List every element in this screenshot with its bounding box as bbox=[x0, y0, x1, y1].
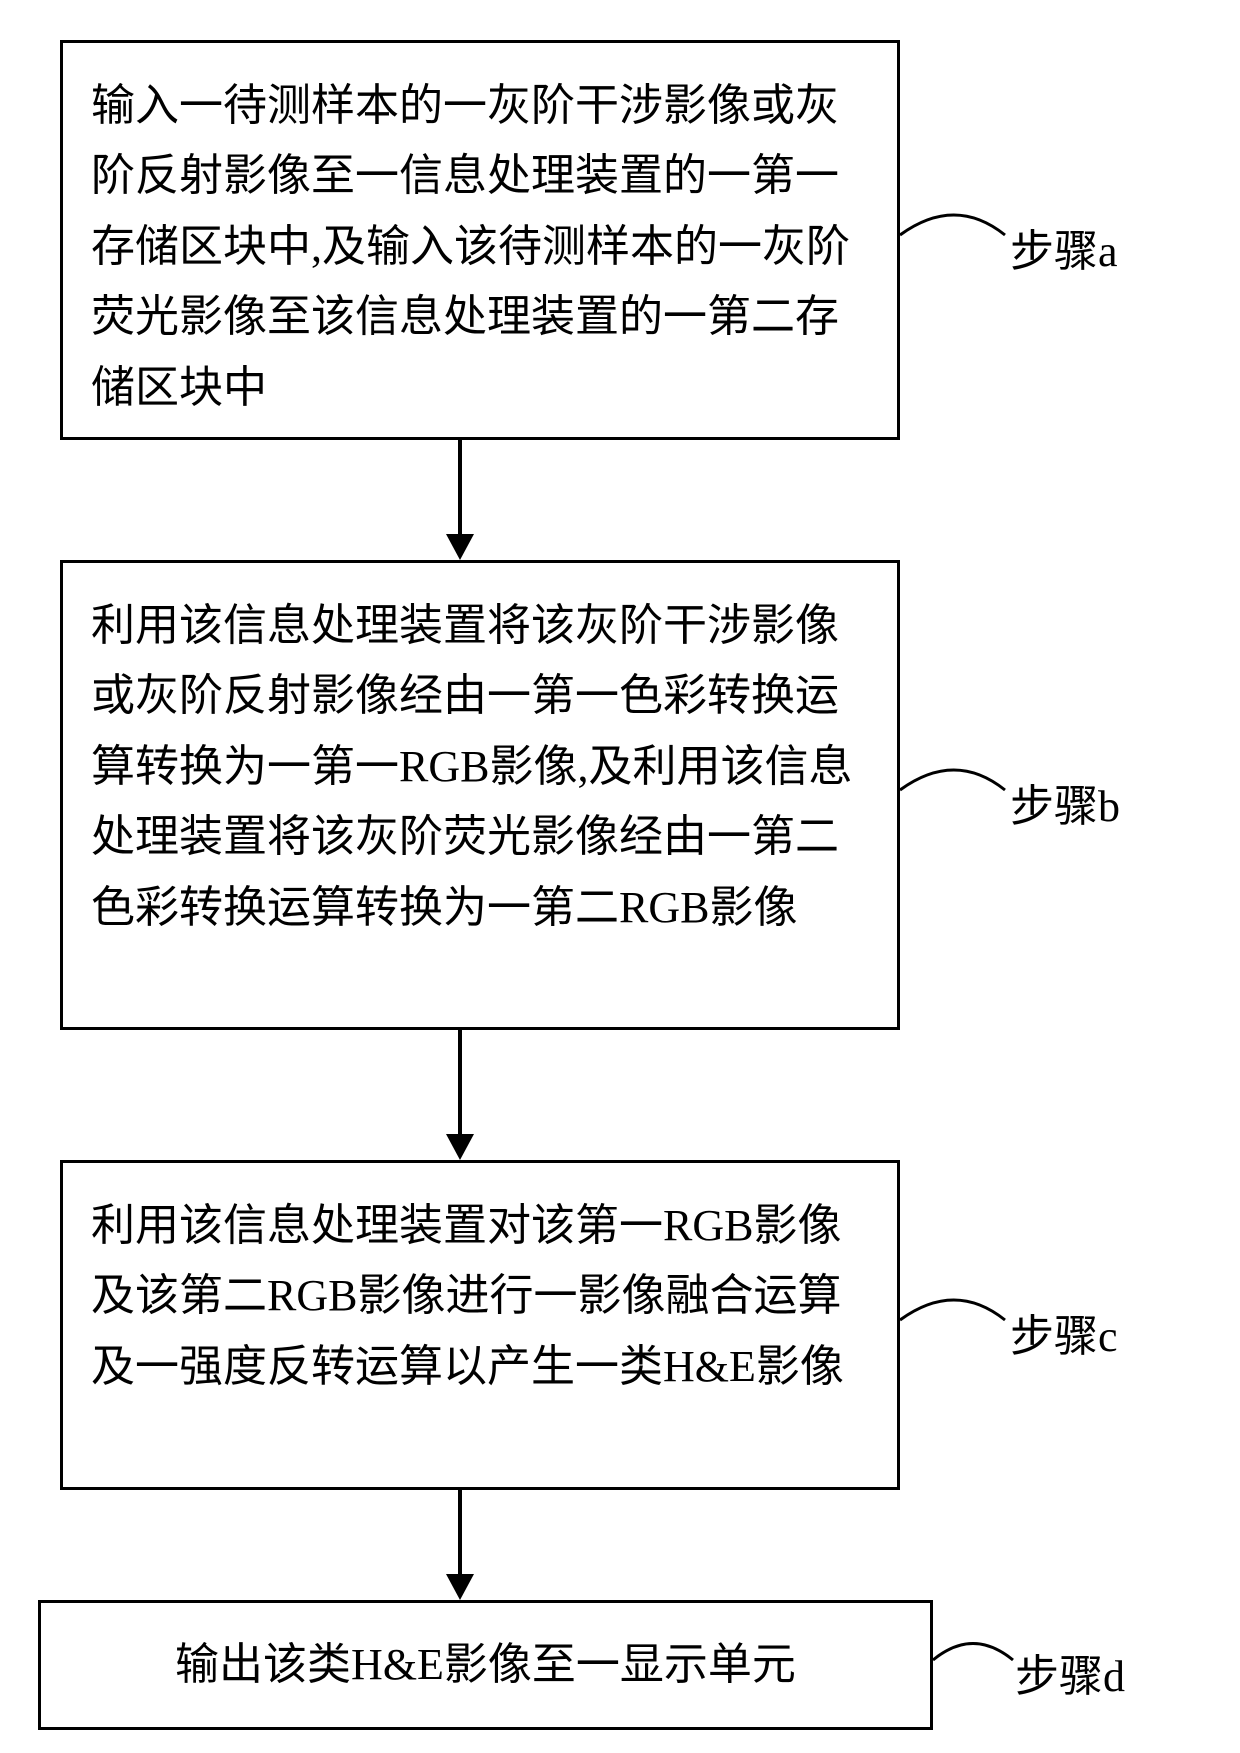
flowchart-container: 输入一待测样本的一灰阶干涉影像或灰阶反射影像至一信息处理装置的一第一存储区块中,… bbox=[0, 0, 1240, 1753]
arrow-b-c bbox=[458, 1030, 462, 1134]
step-d-text: 输出该类H&E影像至一显示单元 bbox=[175, 1630, 796, 1700]
step-b-connector bbox=[900, 760, 1010, 820]
arrow-c-d bbox=[458, 1490, 462, 1574]
step-d-label: 步骤d bbox=[1015, 1640, 1125, 1704]
step-c-connector bbox=[900, 1290, 1010, 1350]
arrow-b-c-head bbox=[446, 1134, 474, 1160]
step-c-box: 利用该信息处理装置对该第一RGB影像及该第二RGB影像进行一影像融合运算及一强度… bbox=[60, 1160, 900, 1490]
step-d-box: 输出该类H&E影像至一显示单元 bbox=[38, 1600, 933, 1730]
arrow-c-d-head bbox=[446, 1574, 474, 1600]
step-c-text: 利用该信息处理装置对该第一RGB影像及该第二RGB影像进行一影像融合运算及一强度… bbox=[91, 1201, 844, 1391]
step-b-text: 利用该信息处理装置将该灰阶干涉影像或灰阶反射影像经由一第一色彩转换运算转换为一第… bbox=[91, 601, 852, 932]
step-a-connector bbox=[900, 205, 1010, 265]
arrow-a-b bbox=[458, 440, 462, 534]
step-b-label: 步骤b bbox=[1010, 770, 1120, 834]
step-a-label: 步骤a bbox=[1010, 215, 1118, 279]
step-a-box: 输入一待测样本的一灰阶干涉影像或灰阶反射影像至一信息处理装置的一第一存储区块中,… bbox=[60, 40, 900, 440]
step-b-box: 利用该信息处理装置将该灰阶干涉影像或灰阶反射影像经由一第一色彩转换运算转换为一第… bbox=[60, 560, 900, 1030]
step-a-text: 输入一待测样本的一灰阶干涉影像或灰阶反射影像至一信息处理装置的一第一存储区块中,… bbox=[91, 81, 850, 412]
arrow-a-b-head bbox=[446, 534, 474, 560]
step-c-label: 步骤c bbox=[1010, 1300, 1118, 1364]
step-d-connector bbox=[933, 1635, 1015, 1690]
